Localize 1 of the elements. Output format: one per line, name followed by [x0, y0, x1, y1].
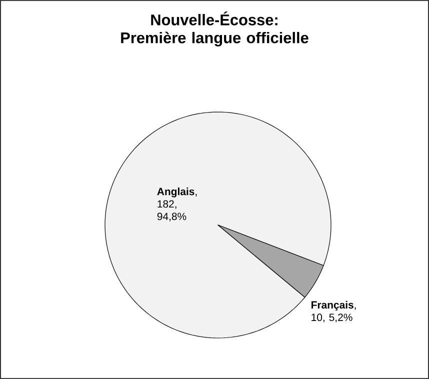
- chart-title: Nouvelle-Écosse: Première langue officielle: [121, 12, 308, 46]
